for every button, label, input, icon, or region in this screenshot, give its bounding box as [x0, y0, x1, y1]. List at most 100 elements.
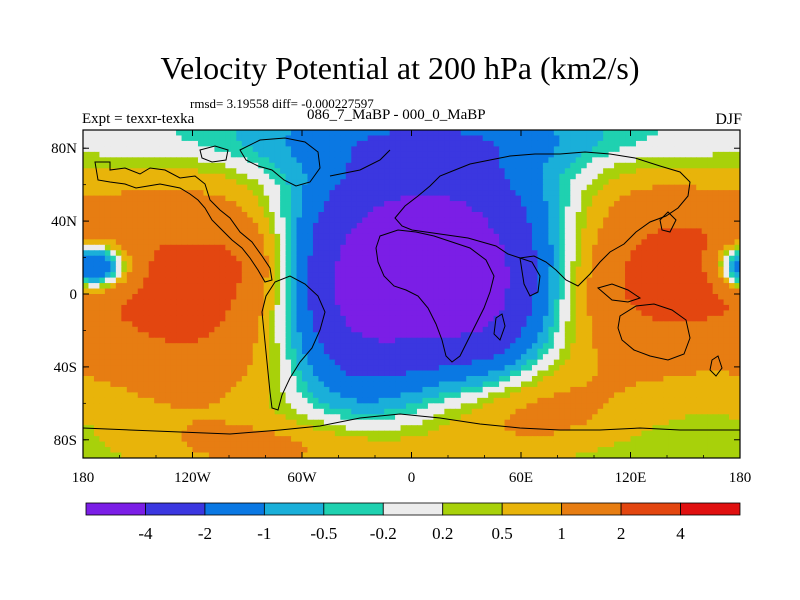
field-cell [83, 201, 90, 208]
field-cell [652, 277, 659, 284]
field-cell [269, 233, 276, 240]
field-cell [236, 283, 243, 290]
field-cell [351, 140, 358, 147]
field-cell [83, 217, 90, 224]
field-cell [241, 217, 248, 224]
field-cell [307, 151, 314, 158]
field-cell [559, 217, 566, 224]
field-cell [471, 130, 478, 137]
field-cell [488, 299, 495, 306]
field-cell [219, 337, 226, 344]
field-cell [625, 304, 632, 311]
field-cell [176, 162, 183, 169]
field-cell [83, 288, 90, 295]
field-cell [635, 326, 643, 333]
field-cell [712, 266, 719, 273]
field-cell [126, 201, 133, 208]
field-cell [93, 184, 101, 191]
field-cell [444, 239, 451, 246]
field-cell [427, 321, 434, 328]
field-cell [143, 354, 150, 361]
field-cell [416, 151, 424, 158]
field-cell [389, 162, 396, 169]
field-cell [690, 239, 697, 246]
field-cell [154, 217, 161, 224]
field-cell [302, 179, 309, 186]
field-cell [416, 294, 424, 301]
field-cell [236, 304, 243, 311]
field-cell [608, 168, 615, 175]
field-cell [99, 294, 106, 301]
field-cell [93, 140, 101, 147]
field-cell [99, 266, 106, 273]
field-cell [323, 299, 330, 306]
field-cell [241, 168, 248, 175]
field-cell [104, 140, 111, 147]
field-cell [526, 162, 533, 169]
field-cell [225, 206, 232, 213]
field-cell [367, 233, 374, 240]
field-cell [510, 343, 517, 350]
field-cell [597, 135, 604, 142]
field-cell [384, 332, 391, 339]
field-cell [83, 283, 90, 290]
field-cell [93, 190, 101, 197]
field-cell [674, 162, 681, 169]
field-cell [247, 233, 254, 240]
field-cell [635, 157, 643, 164]
field-cell [444, 288, 451, 295]
field-cell [635, 212, 643, 219]
field-cell [416, 157, 424, 164]
field-cell [329, 354, 336, 361]
field-cell [400, 261, 407, 268]
field-cell [657, 332, 664, 339]
field-cell [515, 228, 522, 235]
field-cell [340, 288, 347, 295]
field-cell [214, 277, 221, 284]
field-cell [433, 326, 440, 333]
field-cell [427, 151, 434, 158]
field-cell [323, 222, 330, 229]
field-cell [373, 151, 380, 158]
field-cell [214, 217, 221, 224]
field-cell [690, 135, 697, 142]
field-cell [241, 250, 248, 257]
field-cell [230, 294, 237, 301]
field-cell [668, 250, 675, 257]
field-cell [504, 233, 511, 240]
field-cell [395, 233, 402, 240]
field-cell [444, 195, 451, 202]
field-cell [274, 244, 281, 251]
field-cell [712, 195, 719, 202]
field-cell [258, 321, 265, 328]
field-cell [252, 255, 259, 262]
field-cell [351, 348, 358, 355]
field-cell [214, 168, 221, 175]
field-cell [241, 343, 248, 350]
field-cell [154, 354, 161, 361]
field-cell [521, 195, 528, 202]
field-cell [657, 130, 664, 137]
field-cell [433, 162, 440, 169]
field-cell [93, 294, 101, 301]
field-cell [165, 157, 172, 164]
field-cell [148, 321, 155, 328]
field-cell [422, 233, 429, 240]
field-cell [389, 261, 396, 268]
field-cell [493, 195, 500, 202]
field-cell [406, 332, 413, 339]
field-cell [104, 266, 111, 273]
field-cell [690, 228, 697, 235]
field-cell [416, 304, 424, 311]
field-cell [614, 343, 621, 350]
field-cell [302, 228, 309, 235]
field-cell [581, 222, 588, 229]
field-cell [323, 212, 330, 219]
field-cell [416, 272, 424, 279]
field-cell [438, 222, 445, 229]
field-cell [729, 130, 736, 137]
field-cell [652, 288, 659, 295]
field-cell [460, 173, 467, 180]
field-cell [274, 201, 281, 208]
field-cell [542, 222, 549, 229]
